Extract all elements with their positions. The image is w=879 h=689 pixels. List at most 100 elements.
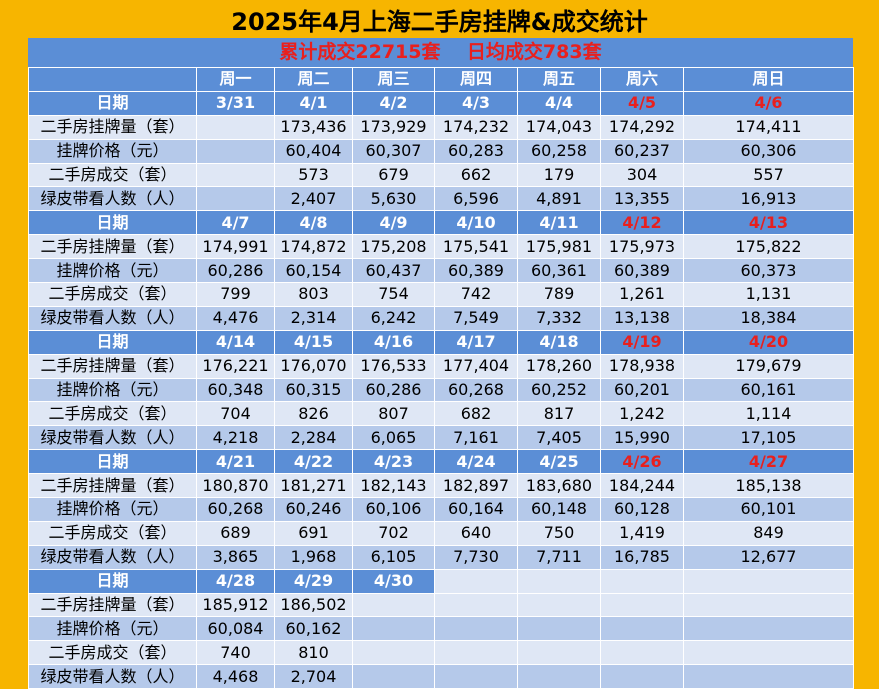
value-cell: 4,891 bbox=[517, 186, 601, 212]
date-cell: 4/9 bbox=[352, 210, 435, 236]
value-cell: 60,389 bbox=[600, 258, 684, 284]
value-cell: 180,870 bbox=[196, 473, 275, 499]
weekend-date-cell: 4/20 bbox=[683, 329, 854, 355]
table-row: 绿皮带看人数（人） 4,476 2,314 6,242 7,549 7,332 13,138… bbox=[28, 305, 854, 331]
value-cell: 60,101 bbox=[683, 497, 854, 522]
value-cell: 799 bbox=[196, 282, 275, 307]
value-cell: 60,162 bbox=[274, 616, 353, 642]
value-cell bbox=[683, 640, 854, 666]
table-row: 二手房挂牌量（套） 180,870 181,271 182,143 182,897 183… bbox=[28, 473, 854, 499]
date-cell: 4/16 bbox=[352, 329, 435, 355]
value-cell bbox=[434, 616, 518, 642]
value-cell: 60,252 bbox=[517, 377, 601, 403]
value-cell bbox=[352, 592, 435, 618]
value-cell: 1,968 bbox=[274, 544, 353, 570]
value-cell: 16,913 bbox=[683, 186, 854, 212]
value-cell bbox=[352, 640, 435, 666]
value-cell: 849 bbox=[683, 520, 854, 546]
value-cell: 185,138 bbox=[683, 473, 854, 499]
value-cell: 826 bbox=[274, 401, 353, 427]
value-cell: 175,981 bbox=[517, 234, 601, 260]
value-cell: 789 bbox=[517, 282, 601, 307]
date-cell: 4/24 bbox=[434, 449, 518, 475]
value-cell: 1,419 bbox=[600, 520, 684, 546]
value-cell: 176,533 bbox=[352, 353, 435, 379]
weekend-date-cell bbox=[600, 568, 684, 594]
value-cell: 175,541 bbox=[434, 234, 518, 260]
table-row: 二手房挂牌量（套） 185,912 186,502 bbox=[28, 592, 854, 618]
value-cell: 181,271 bbox=[274, 473, 353, 499]
table-row: 挂牌价格（元） 60,286 60,154 60,437 60,389 60,361 60,… bbox=[28, 258, 854, 284]
date-cell bbox=[434, 568, 518, 594]
value-cell bbox=[196, 186, 275, 212]
value-cell: 12,677 bbox=[683, 544, 854, 570]
date-cell: 4/18 bbox=[517, 329, 601, 355]
value-cell: 60,084 bbox=[196, 616, 275, 642]
value-cell: 174,043 bbox=[517, 114, 601, 140]
value-cell: 175,973 bbox=[600, 234, 684, 260]
value-cell: 7,405 bbox=[517, 425, 601, 451]
weekday-header-cell: 周二 bbox=[274, 67, 353, 92]
value-cell: 1,242 bbox=[600, 401, 684, 427]
value-cell: 176,070 bbox=[274, 353, 353, 379]
value-cell bbox=[434, 592, 518, 618]
value-cell: 179,679 bbox=[683, 353, 854, 379]
weekday-header-cell: 周六 bbox=[600, 67, 684, 92]
stats-sheet: 累计成交22715套 日均成交783套 周一 周二 周三 周四 周五 周六 周日 日期 3/31… bbox=[28, 38, 854, 689]
value-cell: 702 bbox=[352, 520, 435, 546]
value-cell bbox=[683, 616, 854, 642]
date-row: 日期 4/28 4/29 4/30 bbox=[28, 568, 854, 594]
value-cell: 810 bbox=[274, 640, 353, 666]
date-cell: 4/8 bbox=[274, 210, 353, 236]
value-cell bbox=[517, 592, 601, 618]
weekday-header-cell: 周日 bbox=[683, 67, 854, 92]
value-cell: 1,261 bbox=[600, 282, 684, 307]
value-cell: 182,897 bbox=[434, 473, 518, 499]
value-cell: 60,246 bbox=[274, 497, 353, 522]
date-cell bbox=[517, 568, 601, 594]
value-cell: 5,630 bbox=[352, 186, 435, 212]
date-cell: 4/29 bbox=[274, 568, 353, 594]
date-cell: 4/7 bbox=[196, 210, 275, 236]
value-cell: 179 bbox=[517, 162, 601, 188]
value-cell: 6,065 bbox=[352, 425, 435, 451]
value-cell: 689 bbox=[196, 520, 275, 546]
date-cell: 4/17 bbox=[434, 329, 518, 355]
value-cell: 742 bbox=[434, 282, 518, 307]
date-cell: 4/25 bbox=[517, 449, 601, 475]
value-cell: 803 bbox=[274, 282, 353, 307]
value-cell: 173,436 bbox=[274, 114, 353, 140]
weekday-header-cell: 周三 bbox=[352, 67, 435, 92]
value-cell: 679 bbox=[352, 162, 435, 188]
value-cell: 185,912 bbox=[196, 592, 275, 618]
value-cell: 573 bbox=[274, 162, 353, 188]
value-cell: 7,730 bbox=[434, 544, 518, 570]
value-cell: 4,218 bbox=[196, 425, 275, 451]
value-cell bbox=[600, 664, 684, 689]
value-cell: 60,128 bbox=[600, 497, 684, 522]
value-cell: 7,161 bbox=[434, 425, 518, 451]
value-cell bbox=[434, 640, 518, 666]
page-title: 2025年4月上海二手房挂牌&成交统计 bbox=[231, 8, 648, 36]
weekend-date-cell: 4/5 bbox=[600, 90, 684, 116]
weekday-header-row: 周一 周二 周三 周四 周五 周六 周日 bbox=[28, 67, 854, 92]
value-cell: 750 bbox=[517, 520, 601, 546]
value-cell: 817 bbox=[517, 401, 601, 427]
value-cell: 2,284 bbox=[274, 425, 353, 451]
weekday-header-cell: 周五 bbox=[517, 67, 601, 92]
value-cell bbox=[600, 616, 684, 642]
value-cell: 174,232 bbox=[434, 114, 518, 140]
value-cell: 2,314 bbox=[274, 305, 353, 331]
date-cell: 4/22 bbox=[274, 449, 353, 475]
row-label-cell: 绿皮带看人数（人） bbox=[28, 425, 197, 451]
value-cell bbox=[196, 114, 275, 140]
value-cell: 60,237 bbox=[600, 138, 684, 164]
date-cell: 4/15 bbox=[274, 329, 353, 355]
weekend-date-cell: 4/12 bbox=[600, 210, 684, 236]
value-cell: 60,361 bbox=[517, 258, 601, 284]
value-cell: 182,143 bbox=[352, 473, 435, 499]
date-row: 日期 4/14 4/15 4/16 4/17 4/18 4/19 4/20 bbox=[28, 329, 854, 355]
date-cell: 4/11 bbox=[517, 210, 601, 236]
table-row: 二手房挂牌量（套） 173,436 173,929 174,232 174,043 174… bbox=[28, 114, 854, 140]
value-cell bbox=[683, 664, 854, 689]
